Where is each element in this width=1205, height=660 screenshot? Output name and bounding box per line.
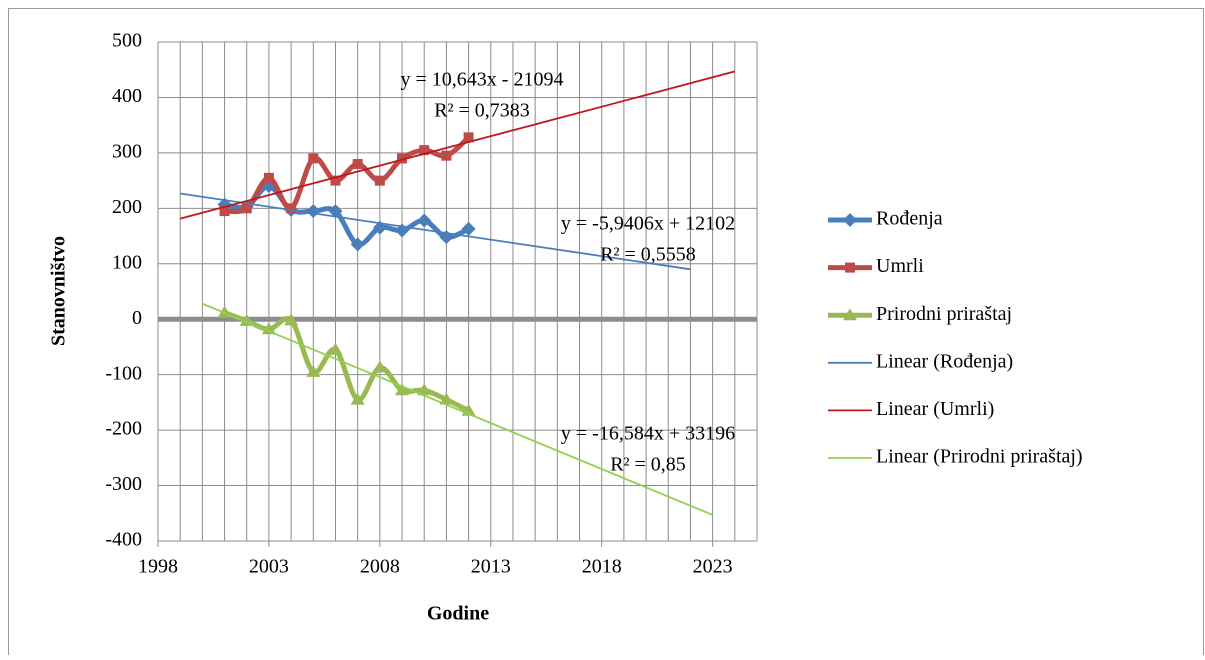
y-tick-label: -100 bbox=[105, 362, 142, 384]
point bbox=[352, 158, 363, 169]
y-tick-label: 100 bbox=[112, 251, 142, 273]
trend-line bbox=[202, 302, 713, 516]
trend-equation: y = -5,9406x + 12102 bbox=[561, 213, 735, 235]
point bbox=[441, 150, 452, 161]
point bbox=[306, 364, 321, 377]
y-tick-label: -300 bbox=[105, 473, 142, 495]
point bbox=[395, 383, 410, 396]
legend-label: Rođenja bbox=[876, 208, 943, 230]
point bbox=[417, 383, 432, 396]
y-tick-label: 300 bbox=[112, 140, 142, 162]
point bbox=[263, 172, 274, 183]
point bbox=[328, 342, 343, 355]
legend-label: Linear (Rođenja) bbox=[876, 350, 1013, 372]
point bbox=[330, 175, 341, 186]
y-axis-title: Stanovništvo bbox=[48, 236, 70, 346]
y-tick-label: 400 bbox=[112, 85, 142, 107]
trend-equation: y = 10,643x - 21094 bbox=[401, 69, 564, 91]
chart-border bbox=[8, 8, 1204, 660]
point bbox=[372, 360, 387, 373]
point bbox=[306, 204, 321, 219]
point bbox=[308, 153, 319, 164]
legend-label: Prirodni priraštaj bbox=[876, 303, 1012, 325]
y-tick-label: 200 bbox=[112, 196, 142, 218]
point bbox=[286, 203, 297, 214]
point bbox=[419, 145, 430, 156]
x-tick-label: 2013 bbox=[471, 556, 511, 578]
y-tick-label: -200 bbox=[105, 418, 142, 440]
point bbox=[439, 392, 454, 405]
series-line bbox=[222, 183, 472, 248]
x-tick-label: 2003 bbox=[249, 556, 289, 578]
y-tick-label: 0 bbox=[132, 307, 142, 329]
trend-r2: R² = 0,7383 bbox=[434, 100, 530, 122]
trend-line bbox=[180, 192, 691, 271]
point bbox=[374, 175, 385, 186]
point bbox=[261, 322, 276, 335]
trend-equation: y = -16,584x + 33196 bbox=[561, 423, 735, 445]
legend-marker bbox=[843, 308, 857, 321]
legend-label: Linear (Prirodni priraštaj) bbox=[876, 446, 1083, 468]
point bbox=[461, 221, 476, 236]
legend-label: Umrli bbox=[876, 255, 924, 277]
point bbox=[350, 237, 365, 252]
trend-line bbox=[179, 70, 736, 220]
point bbox=[463, 132, 474, 143]
point bbox=[241, 203, 252, 214]
trend-r2: R² = 0,85 bbox=[610, 454, 686, 476]
point bbox=[219, 206, 230, 217]
x-tick-label: 2023 bbox=[693, 556, 733, 578]
point bbox=[417, 213, 432, 228]
point bbox=[284, 313, 299, 326]
point bbox=[328, 204, 343, 219]
y-tick-label: 500 bbox=[112, 30, 142, 52]
x-tick-label: 1998 bbox=[138, 556, 178, 578]
point bbox=[397, 153, 408, 164]
x-tick-label: 2008 bbox=[360, 556, 400, 578]
trend-r2: R² = 0,5558 bbox=[600, 244, 696, 266]
x-tick-label: 2018 bbox=[582, 556, 622, 578]
point bbox=[350, 392, 365, 405]
x-axis-title: Godine bbox=[427, 603, 489, 625]
y-tick-label: -400 bbox=[105, 529, 142, 551]
legend-marker bbox=[845, 262, 855, 273]
legend-marker bbox=[843, 213, 857, 227]
legend-label: Linear (Umrli) bbox=[876, 398, 994, 420]
